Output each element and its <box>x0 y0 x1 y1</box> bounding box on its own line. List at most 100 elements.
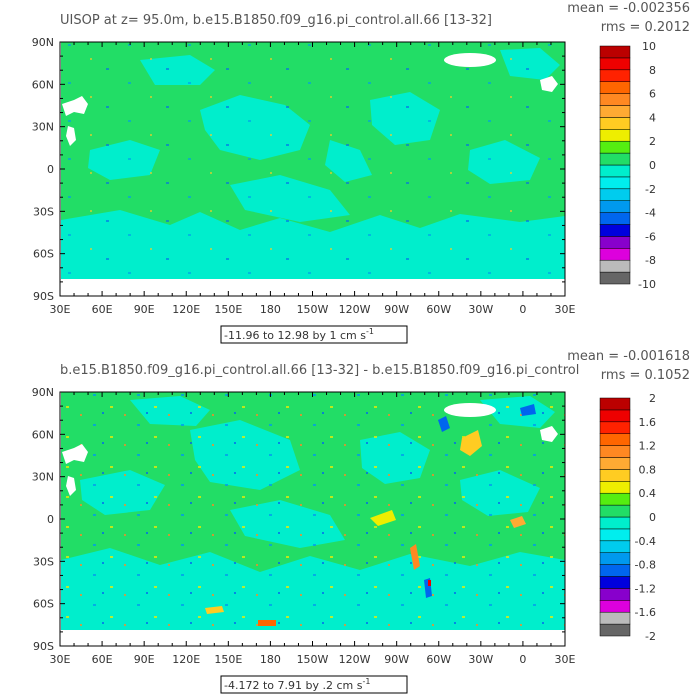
x-tick-label: 60E <box>92 653 113 666</box>
x-tick-label: 60W <box>426 303 451 316</box>
y-tick-label: 60S <box>33 598 54 611</box>
y-tick-label: 90S <box>33 290 54 303</box>
colorbar-swatch <box>599 576 631 589</box>
panel-2-map <box>61 392 565 646</box>
panel-1-colorbar: 10 8 6 4 2 0 -2 -4 -6 -8 -10 <box>599 40 656 291</box>
x-tick-label: 120E <box>172 653 200 666</box>
colorbar-swatch <box>599 457 631 470</box>
panel-2-range-unit: -1 <box>362 677 370 686</box>
colorbar-swatch <box>599 588 631 601</box>
y-tick-label: 90N <box>32 386 54 399</box>
colorbar-swatch <box>599 224 631 237</box>
panel-2-x-ticks: 30E 60E 90E 120E 150E 180 150W 120W 90W 60W 30W 0 30… <box>50 392 576 666</box>
colorbar-swatch <box>599 259 631 273</box>
panel-1-range-box: -11.96 to 12.98 by 1 cm s-1 <box>220 325 408 344</box>
panel-1: UISOP at z= 95.0m, b.e15.B1850.f09_g16.p… <box>32 1 690 344</box>
colorbar-swatch <box>599 409 631 423</box>
colorbar-label: 6 <box>649 88 656 101</box>
y-tick-label: 30S <box>33 555 54 568</box>
panel-2-speckle <box>61 392 565 630</box>
colorbar-swatch <box>599 105 631 118</box>
colorbar-label: -0.4 <box>635 535 656 548</box>
colorbar-label: 0.8 <box>639 463 657 476</box>
y-tick-label: 60S <box>33 248 54 261</box>
colorbar-label: 10 <box>642 40 656 53</box>
panel-2-range-label: -4.172 to 7.91 by .2 cm s <box>224 679 363 692</box>
colorbar-label: 2 <box>649 135 656 148</box>
colorbar-swatch <box>599 611 631 625</box>
colorbar-label: 8 <box>649 64 656 77</box>
x-tick-label: 30E <box>555 653 576 666</box>
colorbar-swatch <box>599 540 631 553</box>
panel-2-land-mask-caspian <box>62 444 88 464</box>
x-tick-label: 150E <box>214 653 242 666</box>
y-tick-label: 60N <box>32 428 54 441</box>
colorbar-label: -1.6 <box>635 606 656 619</box>
panel-2-title: b.e15.B1850.f09_g16.pi_control.all.66 [1… <box>60 363 579 378</box>
colorbar-swatch <box>599 200 631 213</box>
colorbar-swatch <box>599 469 631 482</box>
colorbar-swatch <box>599 93 631 106</box>
x-tick-label: 0 <box>519 303 526 316</box>
x-tick-label: 120E <box>172 303 200 316</box>
panel-1-mean: mean = -0.002356 <box>567 1 690 16</box>
panel-1-rms: rms = 0.2012 <box>601 20 690 35</box>
colorbar-label: 0.4 <box>639 487 657 500</box>
colorbar-swatch <box>599 117 631 130</box>
x-tick-label: 30E <box>50 303 71 316</box>
x-tick-label: 30E <box>555 303 576 316</box>
panel-2-greenland-mask <box>444 403 496 417</box>
colorbar-swatch <box>599 600 631 613</box>
panel-1-range-unit: -1 <box>366 327 374 336</box>
colorbar-swatch <box>599 564 631 577</box>
colorbar-swatch <box>599 45 631 59</box>
y-tick-label: 30N <box>32 471 54 484</box>
colorbar-swatch <box>599 236 631 249</box>
colorbar-label: -10 <box>638 278 656 291</box>
panel-1-greenland-mask <box>444 53 496 67</box>
y-tick-label: 0 <box>47 513 54 526</box>
x-tick-label: 120W <box>339 303 371 316</box>
colorbar-label: 0 <box>649 511 656 524</box>
x-tick-label: 120W <box>339 653 371 666</box>
panel-1-map <box>61 42 565 296</box>
colorbar-swatch <box>599 623 631 637</box>
colorbar-swatch <box>599 176 631 190</box>
panel-2-range-box: -4.172 to 7.91 by .2 cm s-1 <box>220 675 408 694</box>
panel-2-mean: mean = -0.001618 <box>567 349 690 364</box>
x-tick-label: 0 <box>519 653 526 666</box>
colorbar-swatch <box>599 528 631 542</box>
panel-2-rms: rms = 0.1052 <box>601 368 690 383</box>
panel-1-y-ticks: 90N 60N 30N 0 30S 60S 90S <box>32 36 565 303</box>
x-tick-label: 150W <box>297 653 329 666</box>
colorbar-swatch <box>599 69 631 82</box>
colorbar-swatch <box>599 552 631 565</box>
panel-1-x-ticks: 30E 60E 90E 120E 150E 180 150W 120W 90W 60W 30W 0 30… <box>50 42 576 316</box>
panel-1-land-mask-caspian <box>62 96 88 116</box>
colorbar-swatch <box>599 129 631 142</box>
colorbar-swatch <box>599 492 631 506</box>
colorbar-swatch <box>599 212 631 225</box>
panel-2-anomaly-features <box>205 404 536 626</box>
colorbar-label: -0.8 <box>635 559 656 572</box>
y-tick-label: 60N <box>32 78 54 91</box>
y-tick-label: 90S <box>33 640 54 653</box>
y-tick-label: 90N <box>32 36 54 49</box>
x-tick-label: 90E <box>134 653 155 666</box>
colorbar-swatch <box>599 481 631 494</box>
panel-2-land-mask-africa <box>66 476 76 496</box>
x-tick-label: 180 <box>260 303 281 316</box>
colorbar-swatch <box>599 271 631 285</box>
colorbar-label: -2 <box>645 183 656 196</box>
x-tick-label: 30E <box>50 653 71 666</box>
y-tick-label: 0 <box>47 163 54 176</box>
colorbar-swatch <box>599 445 631 458</box>
colorbar-swatch <box>599 81 631 94</box>
panel-1-range-label: -11.96 to 12.98 by 1 cm s <box>224 329 366 342</box>
colorbar-label: -8 <box>645 254 656 267</box>
x-tick-label: 90E <box>134 303 155 316</box>
panel-2-land-mask-hudson <box>540 426 558 442</box>
colorbar-swatch <box>599 504 631 518</box>
colorbar-label: 4 <box>649 111 656 124</box>
